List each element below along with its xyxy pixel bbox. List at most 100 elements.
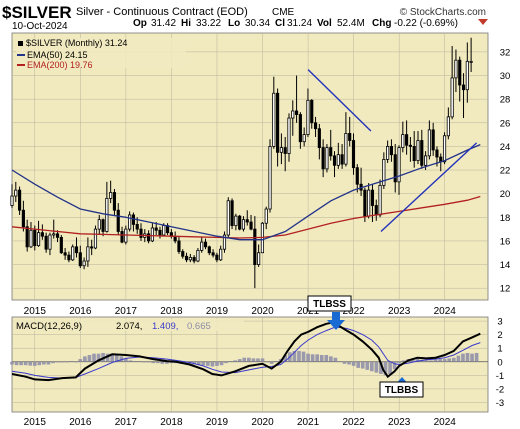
macd-histogram-bar xyxy=(19,361,23,366)
price-tick-label: 32 xyxy=(500,47,511,58)
candle-body xyxy=(329,147,333,157)
macd-tick-label: -3 xyxy=(496,398,504,409)
candle-body xyxy=(196,249,200,262)
macd-line xyxy=(11,321,481,382)
macd-histogram-bar xyxy=(470,353,474,362)
open-value: 31.42 xyxy=(151,18,176,29)
macd-histogram-bar xyxy=(142,361,146,363)
macd-histogram-bar xyxy=(210,361,215,367)
candle-body xyxy=(382,159,386,186)
price-tick-label: 16 xyxy=(500,236,511,247)
macd-histogram-bar xyxy=(260,358,265,362)
candle-body xyxy=(67,254,71,261)
macd-histogram-bar xyxy=(219,361,224,366)
candle-body xyxy=(112,192,117,211)
high-value: 33.22 xyxy=(196,18,221,29)
tlbss-label: TLBSS xyxy=(313,299,346,310)
macd-histogram-bar xyxy=(360,361,365,369)
ema200-line xyxy=(11,195,481,239)
candle-body xyxy=(386,146,390,160)
macd-histogram-bar xyxy=(315,354,320,362)
macd-histogram-bar xyxy=(42,361,46,365)
macd-histogram-bar xyxy=(465,352,470,362)
price-x-tick-label: 2016 xyxy=(69,306,92,317)
macd-histogram-bar xyxy=(301,351,306,362)
candle-body xyxy=(393,154,397,183)
candle-body xyxy=(241,219,246,230)
macd-histogram-bar xyxy=(46,361,51,365)
candle-body xyxy=(86,246,90,262)
macd-histogram-bar xyxy=(60,361,64,363)
macd-histogram-bar xyxy=(442,359,447,362)
macd-histogram-bar xyxy=(137,361,142,362)
macd-histogram-bar xyxy=(37,361,42,366)
macd-histogram-bar xyxy=(356,361,361,368)
candle-body xyxy=(116,209,120,232)
macd-histogram-bar xyxy=(224,361,228,364)
candle-body xyxy=(446,116,450,137)
tlbbs-label: TLBBS xyxy=(385,385,419,396)
candle-body xyxy=(306,99,310,136)
exchange-label: CME xyxy=(272,7,295,18)
candle-body xyxy=(276,92,280,153)
candle-body xyxy=(321,147,325,170)
candle-body xyxy=(109,192,113,199)
macd-panel xyxy=(11,316,489,413)
candle-body xyxy=(454,59,458,79)
candle-body xyxy=(401,134,405,148)
tlbbs-box xyxy=(379,381,424,398)
candle-body xyxy=(120,231,124,243)
macd-histogram-bar xyxy=(23,361,28,366)
trendline xyxy=(380,142,478,232)
ema200-legend-label: EMA(200) 19.76 xyxy=(27,60,93,70)
macd-histogram-bar xyxy=(292,350,297,362)
macd-histogram-bar xyxy=(269,361,274,364)
change-down-arrow-icon xyxy=(478,19,488,25)
candle-body xyxy=(351,140,356,169)
candle-body xyxy=(226,200,230,236)
macd-signal-line xyxy=(11,326,481,379)
macd-histogram-bar xyxy=(32,361,37,366)
macd-x-tick-label: 2021 xyxy=(297,417,320,428)
price-tick-label: 14 xyxy=(500,260,511,271)
candle-body xyxy=(55,233,60,238)
macd-x-tick-label: 2015 xyxy=(24,417,47,428)
macd-x-tick-label: 2023 xyxy=(388,417,411,428)
candle-body xyxy=(469,60,473,63)
macd-histogram-bar xyxy=(347,361,351,365)
candle-body xyxy=(458,59,462,86)
candle-body xyxy=(298,114,302,143)
macd-x-tick-label: 2019 xyxy=(206,417,229,428)
trendline xyxy=(307,69,372,132)
macd-histogram-bar xyxy=(114,355,119,362)
price-panel xyxy=(11,32,489,301)
candle-body xyxy=(36,232,41,247)
price-x-tick-label: 2019 xyxy=(206,306,229,317)
candle-body xyxy=(234,215,238,226)
macd-tick-label: -1 xyxy=(496,371,504,382)
candle-body xyxy=(90,246,94,249)
macd-histogram-bar xyxy=(69,361,74,362)
candle-body xyxy=(363,189,367,217)
macd-histogram-bar xyxy=(83,356,87,362)
candle-body xyxy=(192,257,196,262)
price-x-tick-label: 2020 xyxy=(251,306,274,317)
macd-histogram-bar xyxy=(310,354,315,362)
macd-histogram-bar xyxy=(456,355,461,362)
macd-histogram-bar xyxy=(201,361,206,366)
macd-x-tick-label: 2022 xyxy=(343,417,366,428)
price-tick-label: 18 xyxy=(500,213,511,224)
macd-histogram-bar xyxy=(265,361,269,363)
macd-histogram-bar xyxy=(383,361,388,376)
candle-body xyxy=(177,240,181,252)
candle-body xyxy=(374,205,378,216)
candle-body xyxy=(147,233,151,242)
candle-body xyxy=(211,252,215,256)
macd-histogram-bar xyxy=(429,360,433,362)
macd-histogram-bar xyxy=(119,356,124,362)
price-axis-labels: 12 14 16 18 20 22 24 26 28 30 32 xyxy=(500,47,511,294)
price-tick-label: 26 xyxy=(500,118,511,129)
candle-body xyxy=(14,189,18,197)
change-label: Chg xyxy=(372,18,391,29)
